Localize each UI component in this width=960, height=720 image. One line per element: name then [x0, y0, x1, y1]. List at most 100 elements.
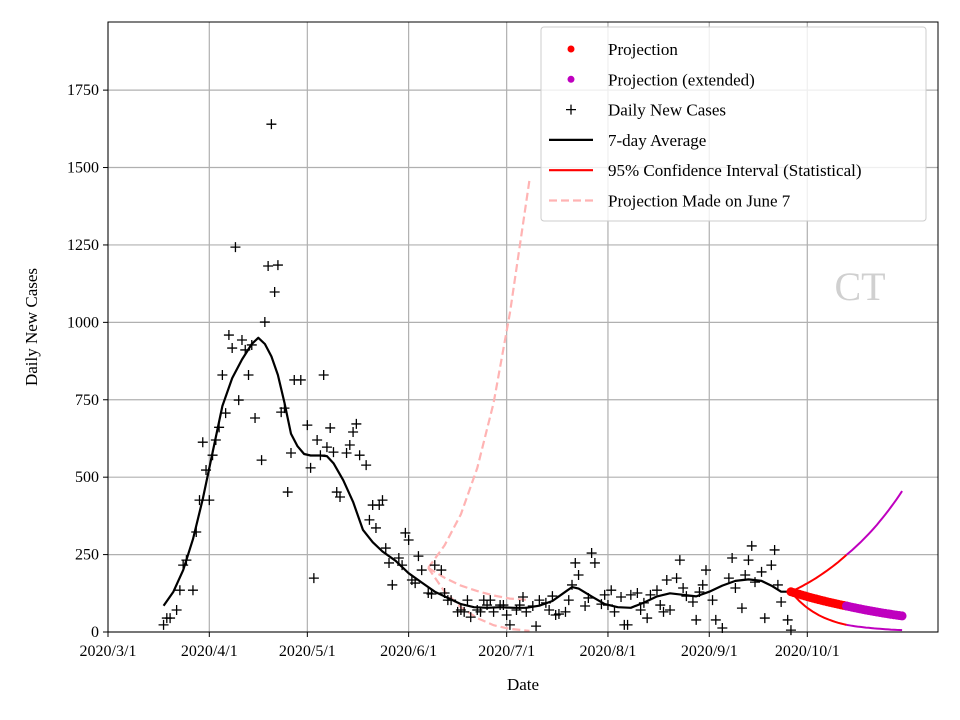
y-tick-label: 500: [75, 469, 99, 486]
daily-case-point: [553, 609, 564, 620]
daily-case-point: [361, 460, 372, 471]
daily-case-point: [717, 622, 728, 633]
x-tick-label: 2020/6/1: [380, 643, 437, 660]
daily-case-point: [501, 609, 512, 620]
daily-case-point: [227, 343, 238, 354]
daily-case-point: [230, 242, 241, 253]
daily-case-point: [769, 544, 780, 555]
daily-case-point: [429, 560, 440, 571]
y-tick-label: 750: [75, 392, 99, 409]
seven-day-average-line: [162, 336, 791, 609]
daily-case-point: [531, 621, 542, 632]
daily-case-point: [302, 420, 313, 431]
daily-case-point: [785, 625, 796, 636]
ci_upper-line: [790, 554, 848, 593]
daily-case-point: [370, 522, 381, 533]
daily-case-point: [687, 596, 698, 607]
daily-case-point: [700, 565, 711, 576]
x-tick-label: 2020/8/1: [580, 643, 637, 660]
daily-case-point: [236, 335, 247, 346]
daily-case-point: [563, 595, 574, 606]
daily-case-point: [465, 612, 476, 623]
daily-case-point: [697, 579, 708, 590]
watermark: CT: [834, 264, 885, 309]
daily-case-point: [580, 600, 591, 611]
daily-case-point: [384, 557, 395, 568]
daily-case-point: [325, 422, 336, 433]
x-tick-label: 2020/3/1: [80, 643, 137, 660]
daily-case-point: [782, 614, 793, 625]
daily-case-point: [165, 613, 176, 624]
daily-case-point: [573, 570, 584, 581]
daily-case-point: [380, 543, 391, 554]
legend-label: Projection Made on June 7: [608, 192, 791, 211]
daily-case-point: [233, 395, 244, 406]
legend-box: [540, 26, 927, 222]
daily-case-point: [746, 540, 757, 551]
daily-case-point: [174, 585, 185, 596]
daily-case-point: [158, 619, 169, 630]
daily-case-point: [674, 555, 685, 566]
x-tick-label: 2020/10/1: [775, 643, 840, 660]
plot-frame: [107, 21, 939, 633]
legend-label: 95% Confidence Interval (Statistical): [608, 161, 862, 180]
daily-case-point: [348, 426, 359, 437]
daily-case-point: [750, 577, 761, 588]
daily-case-point: [570, 557, 581, 568]
projection-extended-point: [897, 611, 907, 621]
daily-case-point: [547, 591, 558, 602]
daily-case-point: [727, 552, 738, 563]
y-tick-label: 1000: [67, 314, 99, 331]
daily-case-point: [263, 261, 274, 271]
daily-case-point: [736, 603, 747, 614]
june7-projection-upper: [427, 179, 531, 569]
legend-label: Projection: [608, 40, 678, 59]
daily-case-point: [518, 592, 528, 603]
daily-case-point: [622, 619, 633, 630]
y-axis-label: Daily New Cases: [22, 268, 41, 386]
daily-case-point: [272, 260, 283, 271]
daily-case-point: [740, 570, 751, 581]
daily-case-point: [655, 600, 666, 611]
daily-case-point: [730, 583, 741, 594]
x-tick-label: 2020/5/1: [279, 643, 336, 660]
daily-case-point: [266, 119, 277, 130]
daily-case-point: [759, 613, 770, 624]
daily-case-point: [341, 448, 352, 459]
daily-case-point: [586, 548, 597, 559]
y-tick-label: 1750: [67, 82, 99, 99]
daily-case-point: [665, 605, 676, 616]
daily-case-point: [776, 596, 787, 607]
june7-projection-middle: [427, 566, 530, 602]
daily-case-point: [377, 495, 388, 506]
daily-case-point: [560, 606, 571, 617]
legend-label: Projection (extended): [608, 70, 755, 89]
daily-case-point: [606, 585, 617, 596]
y-tick-label: 250: [75, 547, 99, 564]
daily-case-point: [459, 606, 470, 617]
daily-case-point: [354, 450, 365, 461]
daily-case-point: [220, 408, 231, 419]
x-tick-label: 2020/7/1: [478, 643, 535, 660]
daily-case-point: [410, 578, 421, 589]
daily-case-point: [217, 369, 228, 380]
daily-case-point: [312, 435, 323, 446]
series: [158, 119, 907, 636]
daily-case-point: [651, 585, 662, 596]
daily-case-point: [485, 595, 496, 606]
x-axis-label: Date: [507, 675, 539, 694]
daily-case-point: [766, 560, 777, 571]
daily-case-point: [344, 439, 355, 450]
daily-case-point: [645, 589, 656, 600]
y-tick-label: 0: [91, 624, 99, 641]
daily-case-point: [387, 579, 398, 590]
daily-case-point: [504, 619, 515, 630]
daily-case-point: [250, 413, 261, 424]
daily-case-point: [351, 418, 362, 429]
daily-case-point: [723, 573, 734, 584]
daily-case-point: [589, 557, 600, 568]
daily-case-point: [364, 514, 375, 525]
daily-case-point: [308, 573, 319, 584]
daily-case-point: [403, 535, 414, 546]
